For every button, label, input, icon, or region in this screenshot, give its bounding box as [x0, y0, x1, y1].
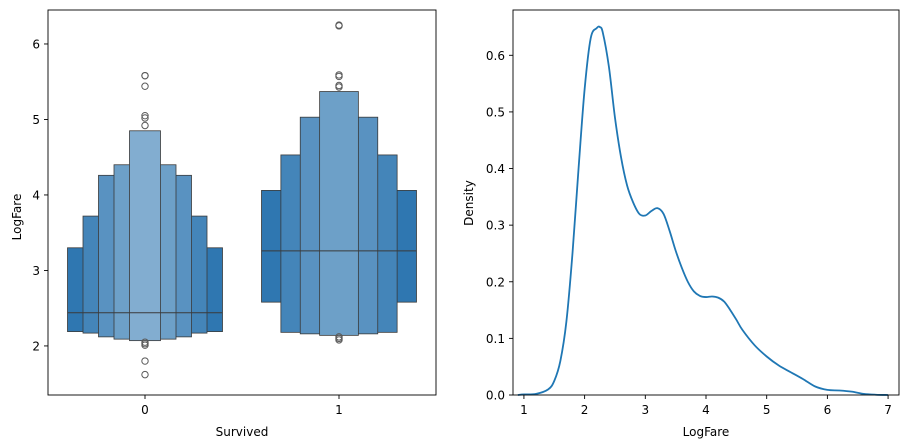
outlier-point: [141, 82, 149, 90]
outlier-point: [141, 71, 149, 80]
left-y-tick-label: 2: [32, 339, 40, 353]
outlier-point: [141, 357, 149, 365]
left-x-tick-label: 0: [141, 403, 149, 417]
boxen-group-1: [261, 21, 417, 344]
right-x-tick-label: 6: [824, 403, 832, 417]
right-y-tick-label: 0.4: [486, 162, 505, 176]
outlier-point: [141, 370, 149, 379]
right-x-axis-label: LogFare: [683, 425, 730, 439]
right-y-tick-label: 0.1: [486, 332, 505, 346]
outlier-point: [141, 114, 149, 122]
outlier-point: [141, 121, 149, 130]
outlier-point: [335, 81, 343, 90]
right-y-tick-label: 0.0: [486, 389, 505, 403]
outlier-point: [141, 338, 149, 346]
right-y-tick-label: 0.6: [486, 49, 505, 63]
kde-plot-panel: 0.0 0.1 0.2 0.3 0.4 0.5 0.6 1 2 3 4 5 6 7: [486, 9, 900, 417]
kde-line: [517, 25, 889, 396]
left-y-tick-label: 3: [32, 264, 40, 278]
right-y-tick-label: 0.5: [486, 105, 505, 119]
right-y-tick-label: 0.3: [486, 219, 505, 233]
left-x-axis-label: Survived: [216, 425, 269, 439]
left-x-tick-label: 1: [335, 403, 343, 417]
left-y-tick-label: 4: [32, 188, 40, 202]
right-x-tick-label: 7: [884, 403, 892, 417]
right-x-tick-label: 1: [520, 403, 528, 417]
right-axes-frame: [512, 9, 900, 396]
right-x-tick-label: 3: [641, 403, 649, 417]
boxen-box: [129, 130, 161, 342]
boxen-box: [319, 91, 359, 336]
boxen-plot-panel: 2 3 4 5 6 0 1: [32, 9, 437, 417]
right-x-tick-label: 2: [581, 403, 589, 417]
outlier-point: [335, 71, 343, 79]
outlier-point: [335, 21, 343, 29]
outlier-point: [141, 111, 149, 120]
left-y-axis-label: LogFare: [10, 194, 24, 241]
left-y-tick-label: 6: [32, 37, 40, 51]
right-x-tick-label: 4: [702, 403, 710, 417]
left-y-tick-label: 5: [32, 113, 40, 127]
boxen-group-0: [67, 71, 223, 379]
right-y-tick-label: 0.2: [486, 275, 505, 289]
right-y-axis-label: Density: [462, 180, 476, 226]
outlier-point: [335, 333, 343, 341]
right-x-tick-label: 5: [763, 403, 771, 417]
left-axes-frame: [47, 9, 437, 396]
